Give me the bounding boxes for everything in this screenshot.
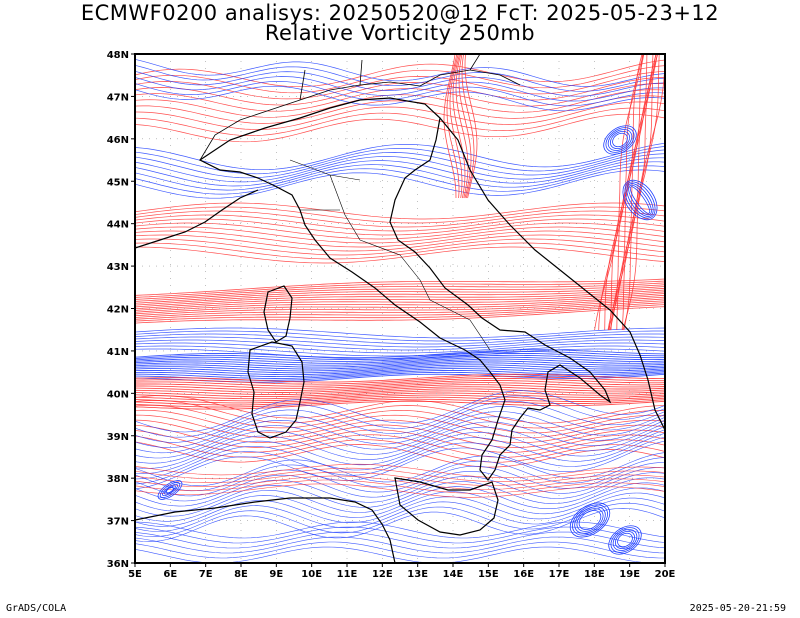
lat-label: 43N: [107, 262, 129, 273]
lat-label: 36N: [107, 559, 129, 570]
lon-label: 9E: [269, 569, 283, 580]
alpine-borders: [199, 54, 521, 161]
lon-label: 13E: [407, 569, 428, 580]
lon-label: 16E: [513, 569, 534, 580]
vorticity-contours: [135, 54, 665, 563]
lon-label: 7E: [199, 569, 213, 580]
lat-label: 39N: [107, 432, 129, 443]
lat-label: 44N: [107, 220, 129, 231]
coastlines: [135, 54, 665, 563]
italy-coastline: [198, 97, 612, 482]
sicily-coastline: [394, 477, 499, 536]
footer-software: GrADS/COLA: [6, 603, 67, 614]
lat-label: 37N: [107, 517, 129, 528]
footer-timestamp: 2025-05-20-21:59: [689, 603, 786, 614]
lat-label: 48N: [107, 50, 129, 61]
lon-label: 8E: [234, 569, 248, 580]
map-title: ECMWF0200 analisys: 20250520@12 FcT: 202…: [80, 1, 720, 25]
lon-label: 20E: [655, 569, 676, 580]
sardinia-coastline: [247, 341, 305, 439]
lat-label: 45N: [107, 177, 129, 188]
lon-label: 5E: [128, 569, 142, 580]
lat-label: 40N: [107, 389, 129, 400]
lat-label: 46N: [107, 135, 129, 146]
map-subtitle: Relative Vorticity 250mb: [264, 21, 536, 45]
latitude-labels: 36N 37N 38N 39N 40N 41N 42N 43N 44N 45N 46N 47N 48N: [107, 50, 135, 570]
lon-label: 19E: [619, 569, 640, 580]
lon-label: 11E: [337, 569, 358, 580]
balkan-coastline: [439, 117, 665, 431]
lat-label: 38N: [107, 474, 129, 485]
france-coastline: [135, 189, 259, 249]
lon-label: 18E: [584, 569, 605, 580]
lon-label: 15E: [478, 569, 499, 580]
lat-lon-grid: [135, 54, 665, 563]
lon-label: 14E: [443, 569, 464, 580]
longitude-labels: 5E 6E 7E 8E 9E 10E 11E 12E 13E 14E 15E 16E 17E 18E 19E…: [128, 563, 676, 580]
italian-regions: [289, 159, 491, 351]
lat-label: 41N: [107, 347, 129, 358]
lon-label: 12E: [372, 569, 393, 580]
africa-coastline: [135, 497, 396, 563]
corsica-coastline: [263, 285, 293, 343]
lon-label: 17E: [549, 569, 570, 580]
lat-label: 42N: [107, 305, 129, 316]
lon-label: 10E: [301, 569, 322, 580]
lat-label: 47N: [107, 92, 129, 103]
lon-label: 6E: [163, 569, 177, 580]
